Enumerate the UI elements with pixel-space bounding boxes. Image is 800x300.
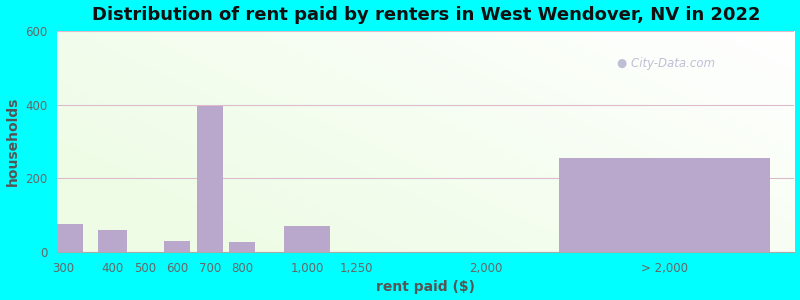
Y-axis label: households: households [6, 97, 19, 186]
X-axis label: rent paid ($): rent paid ($) [376, 280, 475, 294]
Bar [197, 106, 222, 252]
Bar [230, 242, 255, 252]
Bar [164, 241, 190, 252]
Text: ● City-Data.com: ● City-Data.com [618, 57, 716, 70]
Bar [559, 158, 770, 252]
Bar [285, 226, 330, 252]
Bar [98, 230, 127, 252]
Title: Distribution of rent paid by renters in West Wendover, NV in 2022: Distribution of rent paid by renters in … [91, 6, 760, 24]
Bar [44, 224, 83, 252]
